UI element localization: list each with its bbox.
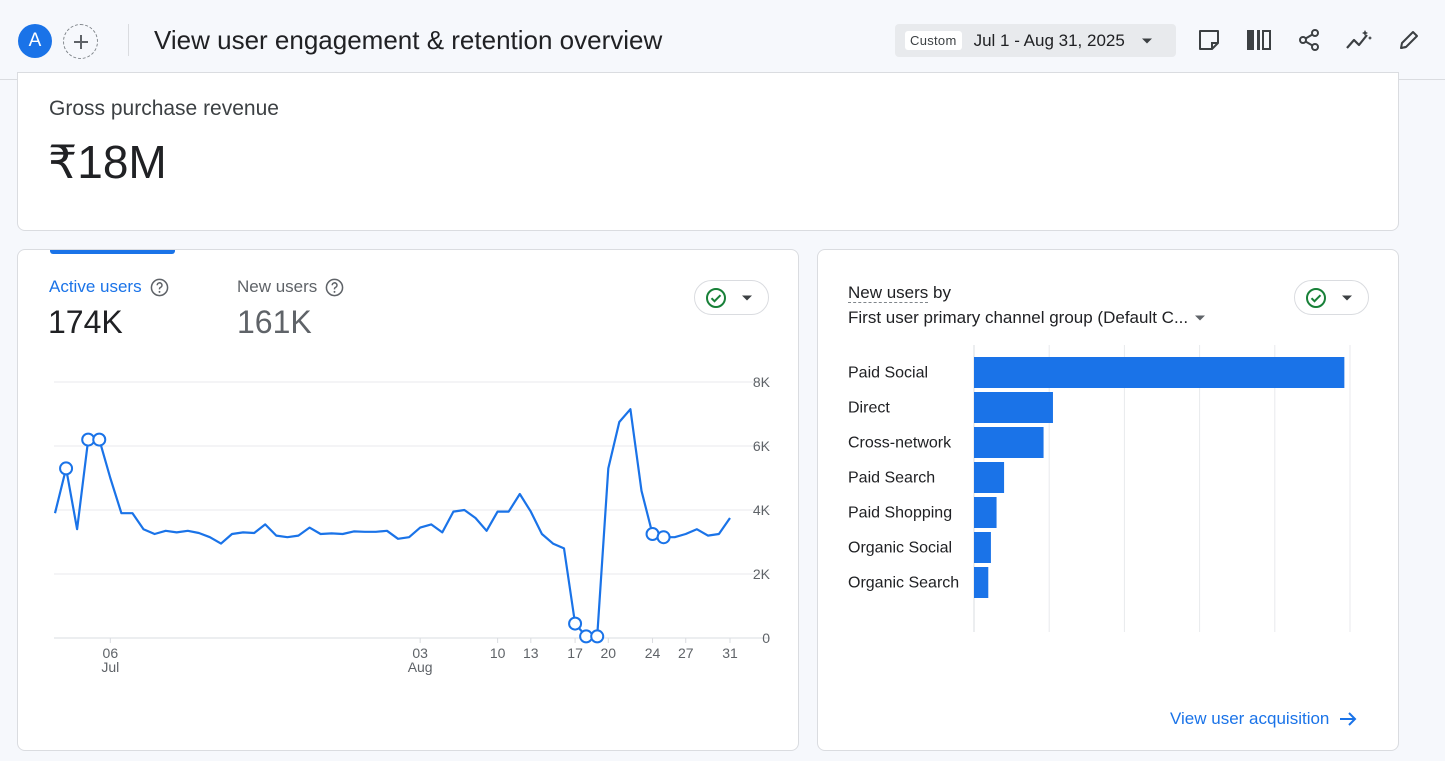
- date-range-label: Jul 1 - Aug 31, 2025: [973, 30, 1125, 50]
- x-tick-label: 100K: [1334, 639, 1367, 640]
- y-tick-label: 8K: [753, 375, 771, 390]
- active-tab-indicator: [50, 250, 175, 254]
- series-line: [53, 408, 731, 638]
- add-comparison-button[interactable]: [63, 24, 98, 59]
- x-tick-label: 24: [645, 645, 661, 661]
- caret-down-icon: [1342, 295, 1352, 300]
- revenue-card: Gross purchase revenue ₹18M: [17, 72, 1399, 231]
- acquisition-title: New users by: [848, 283, 951, 303]
- tab-label: New users: [237, 277, 318, 296]
- y-tick-label: 6K: [753, 438, 771, 454]
- share-icon[interactable]: [1295, 26, 1323, 54]
- report-header: A View user engagement & retention overv…: [0, 0, 1445, 80]
- page-title: View user engagement & retention overvie…: [154, 25, 663, 55]
- category-label: Paid Shopping: [848, 505, 952, 522]
- data-point-marker: [59, 461, 74, 476]
- y-tick-label: 4K: [753, 502, 771, 518]
- help-icon[interactable]: [150, 278, 169, 297]
- x-tick-label: 0: [970, 639, 978, 640]
- users-trend-card: Active users 174K New users 161K 0 2K 4K 6K…: [17, 249, 799, 751]
- bar: [974, 392, 1053, 423]
- category-label: Paid Social: [848, 365, 928, 382]
- data-quality-menu[interactable]: [694, 280, 769, 315]
- x-tick-month: Jul: [101, 659, 119, 675]
- x-tick-label: 06: [103, 645, 119, 661]
- dimension-selector[interactable]: First user primary channel group (Defaul…: [848, 308, 1206, 328]
- date-range-badge: Custom: [905, 31, 962, 50]
- view-user-acquisition-link[interactable]: View user acquisition: [1170, 709, 1357, 729]
- channel-bar-chart: 0 20K 40K 60K 80K 100K Paid Social Direct Cross-…: [848, 345, 1367, 640]
- x-tick-label: 20: [600, 645, 616, 661]
- tab-label: Active users: [49, 277, 142, 296]
- category-label: Organic Search: [848, 575, 959, 592]
- category-label: Paid Search: [848, 470, 935, 487]
- x-tick-label: 60K: [1187, 639, 1213, 640]
- check-circle-icon: [706, 287, 726, 308]
- arrow-right-icon: [1340, 712, 1357, 726]
- metric-name[interactable]: New users: [848, 283, 929, 303]
- user-avatar[interactable]: A: [18, 24, 52, 58]
- revenue-label: Gross purchase revenue: [49, 97, 279, 120]
- header-divider: [128, 24, 129, 56]
- revenue-value: ₹18M: [48, 136, 167, 188]
- caret-down-icon: [1195, 315, 1206, 321]
- x-tick-label: 13: [523, 645, 539, 661]
- x-tick-label: 40K: [1112, 639, 1138, 640]
- x-tick-label: 31: [722, 645, 738, 661]
- compare-icon[interactable]: [1245, 26, 1273, 54]
- edit-icon[interactable]: [1395, 26, 1423, 54]
- x-tick-label: 03: [412, 645, 428, 661]
- bar: [974, 357, 1345, 388]
- acquisition-card: New users by First user primary channel …: [817, 249, 1399, 751]
- x-tick-label: 17: [567, 645, 583, 661]
- bar: [974, 462, 1005, 493]
- link-label: View user acquisition: [1170, 709, 1330, 728]
- x-tick-label: 27: [678, 645, 694, 661]
- category-label: Cross-network: [848, 435, 952, 452]
- data-quality-menu[interactable]: [1294, 280, 1369, 315]
- tab-active-users[interactable]: Active users: [49, 277, 169, 297]
- bar: [974, 427, 1044, 458]
- x-tick-label: 10: [490, 645, 506, 661]
- check-circle-icon: [1306, 287, 1326, 308]
- data-point-marker: [92, 432, 107, 447]
- dimension-label: First user primary channel group (Defaul…: [848, 308, 1189, 327]
- insights-icon[interactable]: [1345, 26, 1373, 54]
- bar: [974, 532, 991, 563]
- data-point-marker: [590, 629, 605, 644]
- data-point-marker: [656, 530, 671, 545]
- note-icon[interactable]: [1195, 26, 1223, 54]
- y-tick-label: 0: [762, 630, 770, 646]
- x-tick-label: 80K: [1262, 639, 1288, 640]
- new-users-value: 161K: [237, 304, 312, 340]
- active-users-value: 174K: [48, 304, 123, 340]
- bar: [974, 567, 989, 598]
- category-label: Direct: [848, 400, 890, 417]
- date-range-picker[interactable]: Custom Jul 1 - Aug 31, 2025: [895, 24, 1176, 57]
- y-tick-label: 2K: [753, 566, 771, 582]
- category-label: Organic Social: [848, 540, 952, 557]
- help-icon[interactable]: [325, 278, 344, 297]
- caret-down-icon: [742, 295, 752, 300]
- x-tick-label: 20K: [1037, 639, 1063, 640]
- title-by: by: [933, 283, 952, 302]
- data-point-marker: [568, 616, 583, 631]
- tab-new-users[interactable]: New users: [237, 277, 344, 297]
- plus-icon: [73, 34, 88, 49]
- bar: [974, 497, 997, 528]
- x-tick-month: Aug: [408, 659, 433, 675]
- caret-down-icon: [1141, 38, 1152, 43]
